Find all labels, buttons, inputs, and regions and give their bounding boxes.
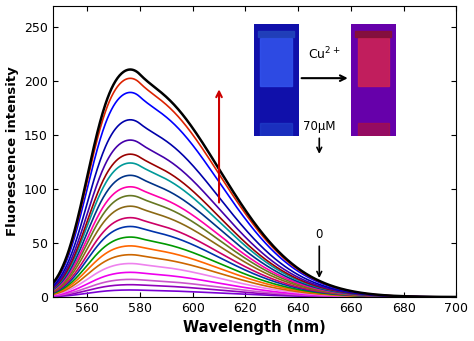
Text: Cu$^{2+}$: Cu$^{2+}$ [309, 46, 341, 63]
Bar [357, 123, 389, 136]
Bar [260, 123, 292, 136]
X-axis label: Wavelength (nm): Wavelength (nm) [183, 321, 326, 336]
Bar [355, 31, 391, 38]
Y-axis label: Fluorescence intensity: Fluorescence intensity [6, 66, 18, 236]
Bar [258, 31, 294, 38]
Bar [357, 39, 389, 86]
Text: 0: 0 [316, 228, 323, 276]
Text: 70μM: 70μM [303, 120, 336, 152]
Bar [260, 39, 292, 86]
